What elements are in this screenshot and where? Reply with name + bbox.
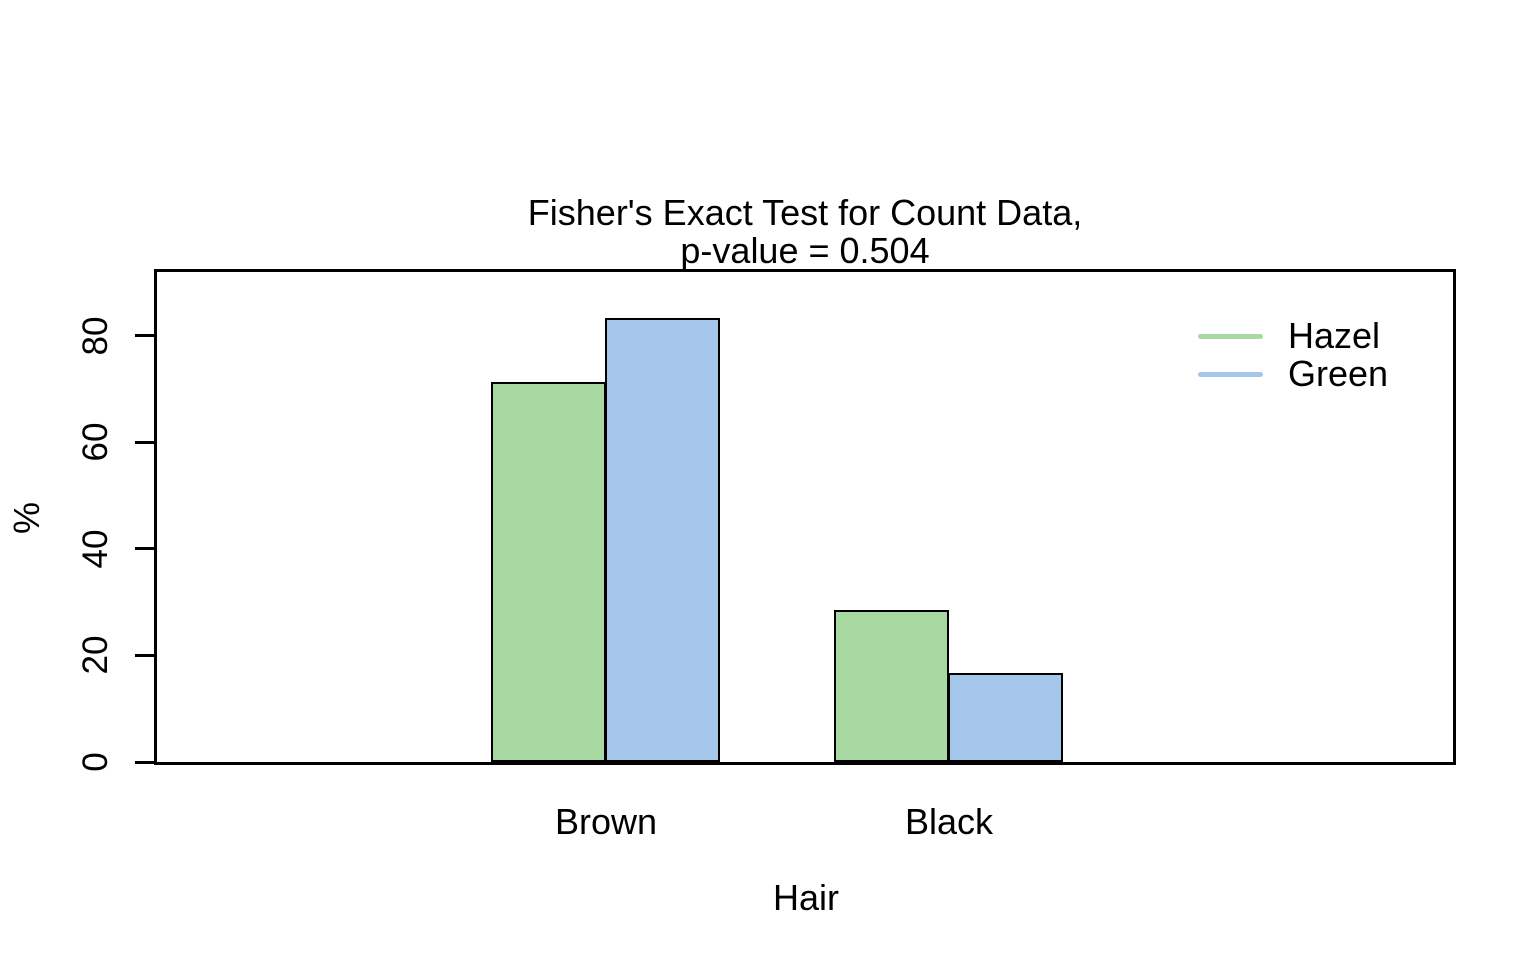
y-axis-title: % [6,501,47,535]
legend-line-swatch [1198,333,1263,339]
bar-brown-green [605,318,720,762]
bar-brown-hazel [491,382,606,762]
plot-inner [157,272,1453,762]
legend-label: Green [1288,353,1389,394]
y-tick-label: 60 [76,422,115,462]
y-tick-mark [135,334,157,338]
x-category-label-brown: Brown [554,801,658,842]
y-tick-label: 20 [76,636,115,675]
legend-item-green: Green [1198,353,1389,394]
legend-line-swatch [1198,371,1263,377]
chart-title-line1: Fisher's Exact Test for Count Data, [527,192,1083,233]
bar-black-green [948,673,1063,762]
x-category-label-black: Black [904,801,994,842]
y-tick-label: 0 [76,752,115,772]
y-tick-mark [135,547,157,551]
y-tick-label: 40 [76,529,115,569]
legend-label: Hazel [1288,315,1381,356]
y-tick-label: 80 [76,316,115,356]
y-tick-mark [135,440,157,444]
plot-area [154,269,1456,765]
y-tick-mark [135,760,157,764]
x-axis-title: Hair [772,877,840,918]
chart-title-line2: p-value = 0.504 [680,230,930,271]
chart-title: Fisher's Exact Test for Count Data, p-va… [154,194,1456,270]
legend-item-hazel: Hazel [1198,315,1388,356]
bar-black-hazel [834,610,949,762]
legend: Hazel Green [1198,315,1389,394]
y-tick-mark [135,653,157,657]
